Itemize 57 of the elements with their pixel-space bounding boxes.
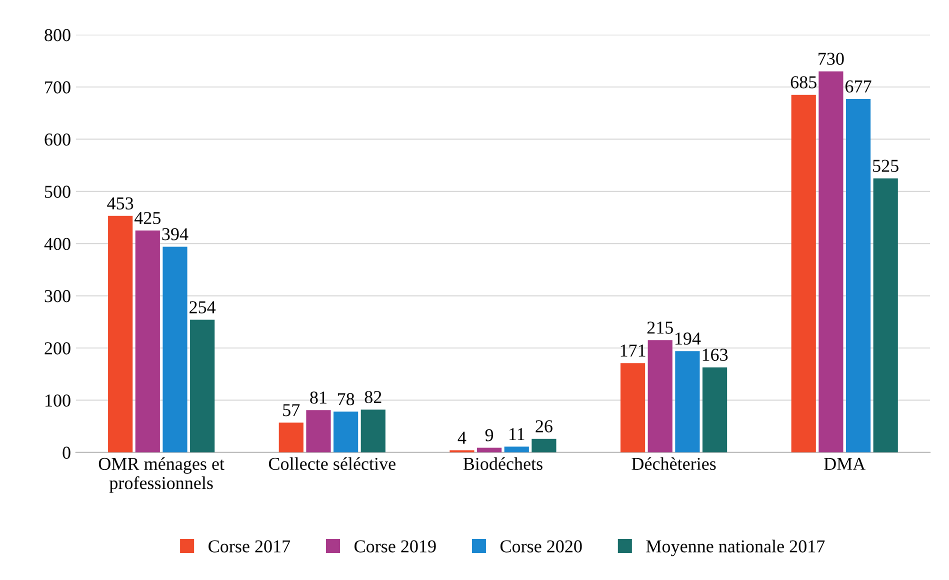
bar <box>648 340 672 452</box>
data-label: 82 <box>364 390 382 404</box>
legend-label: Corse 2020 <box>500 540 582 552</box>
bar <box>135 230 160 452</box>
x-tick-label: Biodéchets <box>463 457 542 470</box>
data-label: 394 <box>162 228 188 240</box>
bar <box>477 448 502 452</box>
bar <box>873 178 898 452</box>
y-tick-label: 300 <box>44 290 70 302</box>
data-label: 26 <box>536 420 552 432</box>
y-tick-label: 700 <box>45 81 70 94</box>
data-label: 215 <box>647 322 673 334</box>
data-label: 78 <box>338 393 354 406</box>
data-label: 685 <box>790 76 816 88</box>
y-tick-label: 200 <box>44 342 70 354</box>
data-label: 525 <box>873 160 898 172</box>
data-label: 254 <box>190 301 216 314</box>
bar <box>504 446 529 452</box>
y-tick-label: 800 <box>44 29 70 42</box>
data-label: 425 <box>134 212 160 224</box>
bar <box>306 410 331 452</box>
data-label: 171 <box>620 344 646 357</box>
bar <box>108 216 133 452</box>
y-tick-label: 100 <box>46 394 70 407</box>
data-label: 453 <box>107 197 134 210</box>
bar <box>675 351 700 452</box>
data-label: 11 <box>510 428 524 440</box>
legend-label: Corse 2019 <box>354 540 436 552</box>
bar <box>278 422 304 452</box>
legend-label: Corse 2017 <box>208 540 290 552</box>
bar <box>818 71 844 452</box>
data-label: 57 <box>283 404 300 416</box>
data-label: 163 <box>702 348 728 361</box>
data-label: 730 <box>818 52 844 65</box>
x-tick-label: DMA <box>824 458 866 470</box>
x-tick-label: OMR ménages et professionnels <box>98 457 224 493</box>
data-label: 81 <box>310 391 326 404</box>
bar <box>702 367 728 452</box>
data-label: 677 <box>846 80 872 93</box>
y-tick-label: 0 <box>62 446 70 459</box>
legend-label: Moyenne nationale 2017 <box>646 540 825 556</box>
data-label: 9 <box>485 429 494 442</box>
bar <box>334 412 358 452</box>
y-tick-label: 600 <box>44 133 70 146</box>
bar <box>532 438 556 452</box>
bar <box>620 363 646 452</box>
bar <box>846 99 871 452</box>
bar <box>360 410 386 452</box>
bar <box>190 320 215 452</box>
y-tick-label: 400 <box>44 238 70 250</box>
bar <box>791 94 816 452</box>
bar <box>162 246 188 452</box>
data-label: 194 <box>676 332 701 345</box>
y-tick-label: 500 <box>45 186 70 198</box>
x-tick-label: Déchèteries <box>632 457 716 470</box>
data-label: 4 <box>458 432 466 444</box>
x-tick-label: Collecte séléctive <box>268 457 396 470</box>
